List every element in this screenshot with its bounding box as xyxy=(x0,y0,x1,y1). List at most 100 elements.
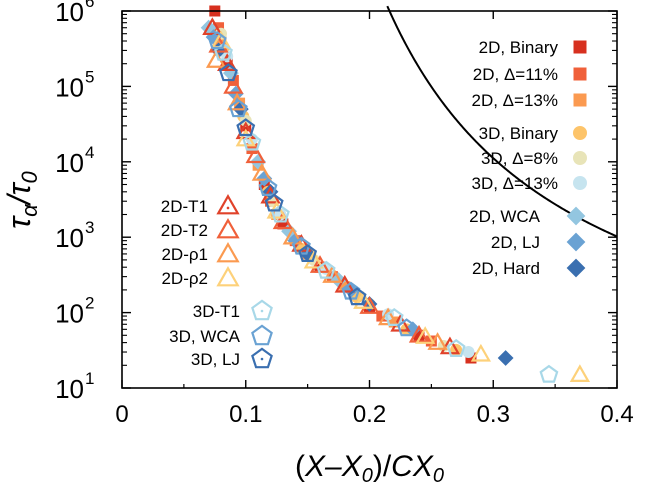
legend-label: 2D-ρ1 xyxy=(161,245,208,264)
y-tick-exponent: 1 xyxy=(85,369,94,388)
legend-label: 3D, WCA xyxy=(169,327,241,346)
data-point xyxy=(277,218,289,230)
data-point xyxy=(207,31,227,50)
legend-item: 2D, Δ=11% xyxy=(473,65,587,84)
legend-marker xyxy=(216,266,240,287)
data-point xyxy=(446,338,466,357)
legend-label: 2D, Δ=13% xyxy=(472,91,559,110)
legend-label: 2D, LJ xyxy=(491,233,540,252)
data-point xyxy=(202,17,223,36)
legend-label: 3D, Δ=8% xyxy=(481,149,558,168)
legend-label: 2D, Binary xyxy=(479,38,559,57)
legend-label: 3D, Binary xyxy=(479,124,559,143)
legend-left: 2D-T1 2D-T2 2D-ρ1 2D-ρ2 3D-T1 3D, WCA 3D, LJ xyxy=(161,194,273,369)
data-point xyxy=(218,63,238,82)
legend-item: 3D, WCA xyxy=(169,324,273,346)
x-tick-label: 0.3 xyxy=(477,401,510,428)
legend-item: 2D-ρ2 xyxy=(161,266,240,288)
data-point xyxy=(221,58,233,70)
legend-label: 3D, LJ xyxy=(191,350,240,369)
legend-marker xyxy=(573,151,587,165)
y-tick-label: 10 xyxy=(55,374,84,404)
y-tick-exponent: 4 xyxy=(85,143,94,162)
data-point xyxy=(299,246,316,262)
data-point xyxy=(281,223,297,240)
data-point xyxy=(415,326,436,344)
data-point xyxy=(256,170,273,187)
x-tick-label: 0.2 xyxy=(353,401,386,428)
y-tick-exponent: 2 xyxy=(85,294,94,313)
data-point xyxy=(465,352,477,364)
legend-marker xyxy=(216,218,240,239)
data-point xyxy=(258,178,278,196)
legend-marker xyxy=(216,242,240,263)
legend-item: 2D, LJ xyxy=(491,232,586,252)
data-point xyxy=(408,324,430,343)
data-point xyxy=(228,99,248,118)
y-tick-exponent: 5 xyxy=(85,67,94,86)
legend-marker xyxy=(573,67,587,81)
legend-top-right: 2D, Binary 2D, Δ=11% 2D, Δ=13% 3D, Binary 3D… xyxy=(469,38,587,278)
y-tick-label: 10 xyxy=(55,299,84,329)
legend-item: 3D, LJ xyxy=(191,347,273,369)
y-tick-label: 10 xyxy=(55,0,84,27)
y-tick-exponent: 3 xyxy=(85,218,94,237)
y-axis-label: τα/τ0 xyxy=(1,170,42,228)
data-point xyxy=(213,22,225,34)
legend-label: 3D, Δ=13% xyxy=(472,174,559,193)
legend-marker xyxy=(566,232,586,252)
x-tick-label: 0.4 xyxy=(600,401,633,428)
data-point xyxy=(245,145,266,164)
data-point xyxy=(316,260,336,279)
legend-item: 3D, Δ=8% xyxy=(481,149,587,168)
legend-marker xyxy=(216,194,240,215)
data-point xyxy=(397,318,417,337)
axis-labels: (X–X0)/CX0 τα/τ0 xyxy=(1,170,444,485)
legend-marker xyxy=(573,126,587,140)
data-point xyxy=(413,329,425,341)
data-point xyxy=(298,243,318,262)
data-point xyxy=(287,232,304,249)
x-tick-label: 0.1 xyxy=(229,401,262,428)
legend-marker xyxy=(251,324,273,346)
data-point xyxy=(251,163,272,181)
data-point xyxy=(223,75,244,94)
legend-item: 2D, Binary xyxy=(479,38,587,57)
data-point xyxy=(569,364,591,383)
legend-item: 3D-T1 xyxy=(193,299,273,321)
data-point xyxy=(384,307,404,326)
y-tick-exponent: 6 xyxy=(85,0,94,11)
y-tick-label: 10 xyxy=(55,223,84,253)
data-point xyxy=(242,132,262,151)
data-point xyxy=(262,183,279,200)
data-point xyxy=(376,310,388,322)
data-point xyxy=(359,296,380,314)
legend-marker xyxy=(573,40,587,54)
legend-marker xyxy=(251,299,273,321)
data-point xyxy=(205,29,222,46)
legend-marker xyxy=(573,176,587,190)
legend-marker xyxy=(566,258,586,278)
legend-item: 3D, Δ=13% xyxy=(472,174,587,193)
legend-item: 3D, Binary xyxy=(479,124,587,143)
data-point xyxy=(462,346,475,359)
legend-item: 2D, Δ=13% xyxy=(472,91,587,110)
legend-label: 2D-T2 xyxy=(161,221,208,240)
y-tick-label: 10 xyxy=(55,72,84,102)
legend-marker xyxy=(566,206,586,226)
y-tick-label: 10 xyxy=(55,148,84,178)
data-point xyxy=(347,287,367,306)
legend-item: 2D-T1 xyxy=(161,194,240,216)
legend-item: 2D, WCA xyxy=(469,206,586,226)
x-axis-label: (X–X0)/CX0 xyxy=(295,450,444,485)
legend-label: 2D-ρ2 xyxy=(161,269,208,288)
data-point xyxy=(264,193,284,212)
legend-label: 2D, Δ=11% xyxy=(473,65,558,84)
legend-marker xyxy=(573,93,587,107)
data-point xyxy=(322,265,343,283)
legend-label: 3D-T1 xyxy=(193,302,240,321)
data-point xyxy=(291,236,311,255)
legend-item: 2D, Hard xyxy=(472,258,586,278)
legend-label: 2D, WCA xyxy=(469,207,541,226)
